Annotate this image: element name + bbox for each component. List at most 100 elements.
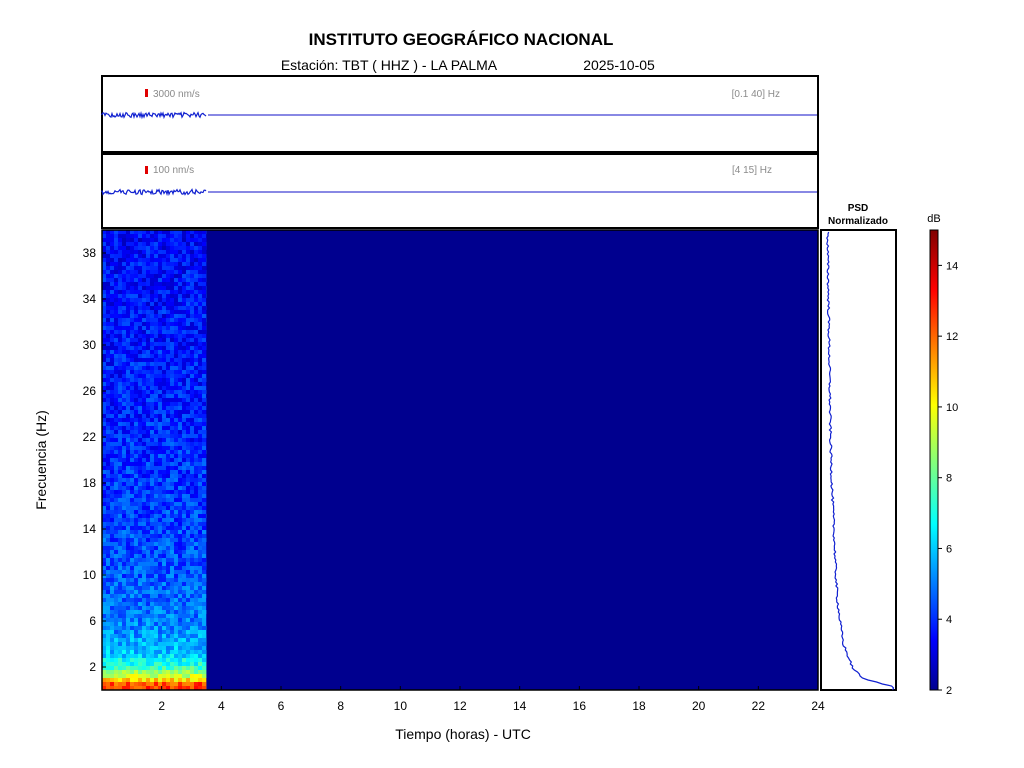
spectrogram-cell: [102, 686, 106, 690]
spectrogram-cell: [114, 274, 118, 278]
spectrogram-cell: [146, 362, 150, 366]
spectrogram-cell: [202, 550, 206, 554]
spectrogram-cell: [146, 570, 150, 574]
spectrogram-cell: [158, 310, 162, 314]
spectrogram-cell: [198, 246, 202, 250]
spectrogram-cell: [154, 290, 158, 294]
spectrogram-cell: [170, 602, 174, 606]
spectrogram-cell: [130, 542, 134, 546]
spectrogram-cell: [110, 334, 114, 338]
spectrogram-cell: [162, 590, 166, 594]
spectrogram-cell: [194, 258, 198, 262]
spectrogram-cell: [130, 362, 134, 366]
spectrogram-cell: [166, 298, 170, 302]
spectrogram-cell: [194, 230, 198, 234]
spectrogram-cell: [186, 514, 190, 518]
spectrogram-cell: [134, 290, 138, 294]
spectrogram-cell: [170, 590, 174, 594]
spectrogram-cell: [114, 358, 118, 362]
spectrogram-cell: [182, 346, 186, 350]
spectrogram-cell: [182, 342, 186, 346]
spectrogram-cell: [114, 290, 118, 294]
spectrogram-cell: [158, 414, 162, 418]
spectrogram-cell: [134, 298, 138, 302]
spectrogram-cell: [166, 450, 170, 454]
spectrogram-cell: [170, 654, 174, 658]
spectrogram-cell: [118, 518, 122, 522]
spectrogram-cell: [102, 274, 106, 278]
spectrogram-cell: [122, 658, 126, 662]
spectrogram-cell: [110, 462, 114, 466]
spectrogram-cell: [122, 334, 126, 338]
spectrogram-cell: [162, 546, 166, 550]
spectrogram-cell: [190, 246, 194, 250]
spectrogram-cell: [158, 546, 162, 550]
spectrogram-cell: [190, 482, 194, 486]
spectrogram-cell: [154, 418, 158, 422]
spectrogram-cell: [146, 326, 150, 330]
spectrogram-cell: [178, 438, 182, 442]
spectrogram-cell: [118, 490, 122, 494]
spectrogram-cell: [158, 654, 162, 658]
spectrogram-cell: [190, 286, 194, 290]
spectrogram-cell: [134, 318, 138, 322]
spectrogram-cell: [150, 334, 154, 338]
spectrogram-cell: [102, 482, 106, 486]
spectrogram-cell: [110, 422, 114, 426]
spectrogram-cell: [114, 498, 118, 502]
spectrogram-cell: [170, 402, 174, 406]
spectrogram-cell: [126, 662, 130, 666]
spectrogram-cell: [126, 450, 130, 454]
spectrogram-cell: [162, 426, 166, 430]
spectrogram-cell: [114, 350, 118, 354]
spectrogram-cell: [170, 514, 174, 518]
spectrogram-cell: [138, 542, 142, 546]
spectrogram-cell: [122, 370, 126, 374]
spectrogram-cell: [194, 606, 198, 610]
spectrogram-cell: [154, 350, 158, 354]
spectrogram-cell: [130, 262, 134, 266]
spectrogram-cell: [190, 422, 194, 426]
spectrogram-cell: [118, 590, 122, 594]
spectrogram-cell: [162, 678, 166, 682]
spectrogram-cell: [170, 666, 174, 670]
spectrogram-cell: [118, 522, 122, 526]
spectrogram-cell: [198, 274, 202, 278]
spectrogram-cell: [194, 458, 198, 462]
spectrogram-cell: [122, 278, 126, 282]
spectrogram-cell: [122, 538, 126, 542]
spectrogram-cell: [154, 286, 158, 290]
spectrogram-cell: [194, 286, 198, 290]
spectrogram-cell: [106, 642, 110, 646]
spectrogram-cell: [166, 282, 170, 286]
spectrogram-cell: [198, 626, 202, 630]
spectrogram-cell: [134, 522, 138, 526]
spectrogram-cell: [114, 258, 118, 262]
spectrogram-cell: [146, 586, 150, 590]
spectrogram-cell: [186, 482, 190, 486]
spectrogram-cell: [198, 318, 202, 322]
spectrogram-cell: [126, 278, 130, 282]
spectrogram-cell: [170, 354, 174, 358]
spectrogram-cell: [102, 530, 106, 534]
spectrogram-cell: [162, 234, 166, 238]
spectrogram-cell: [146, 578, 150, 582]
spectrogram-cell: [138, 330, 142, 334]
spectrogram-cell: [162, 322, 166, 326]
spectrogram-cell: [126, 282, 130, 286]
spectrogram-cell: [114, 490, 118, 494]
spectrogram-cell: [122, 406, 126, 410]
spectrogram-cell: [138, 558, 142, 562]
spectrogram-cell: [166, 674, 170, 678]
spectrogram-cell: [146, 322, 150, 326]
spectrogram-cell: [134, 450, 138, 454]
spectrogram-cell: [106, 270, 110, 274]
spectrogram-cell: [134, 342, 138, 346]
spectrogram-cell: [122, 598, 126, 602]
spectrogram-cell: [194, 658, 198, 662]
spectrogram-cell: [150, 554, 154, 558]
spectrogram-cell: [118, 266, 122, 270]
spectrogram-cell: [146, 234, 150, 238]
spectrogram-cell: [138, 674, 142, 678]
spectrogram-cell: [194, 310, 198, 314]
